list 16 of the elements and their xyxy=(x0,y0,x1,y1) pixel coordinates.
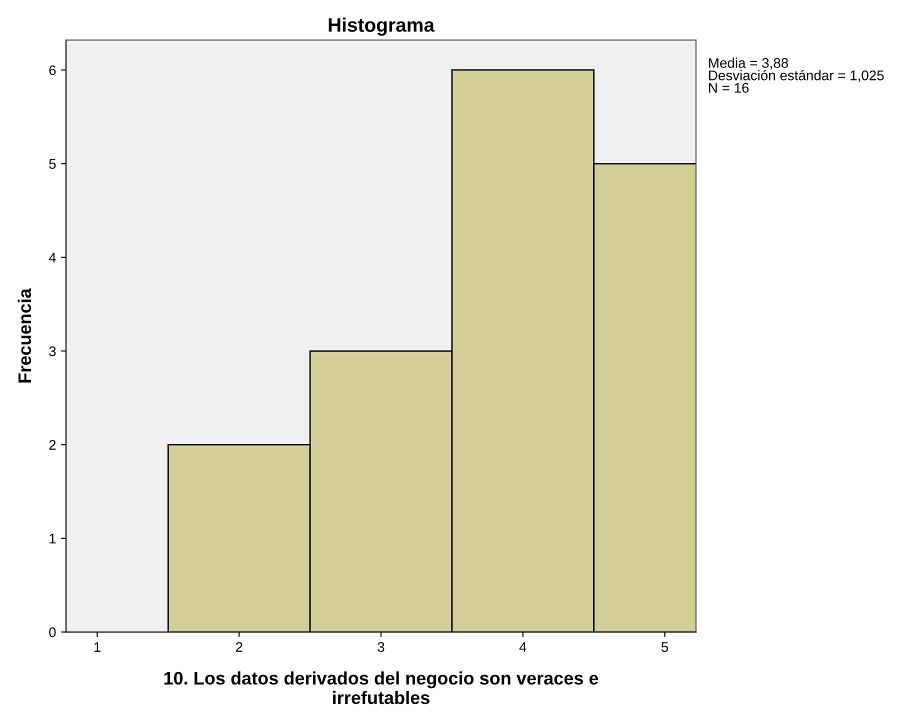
x-tick-label: 5 xyxy=(661,642,668,652)
x-tick-label: 3 xyxy=(378,642,384,652)
y-tick-label: 4 xyxy=(48,252,56,262)
y-tick-label: 3 xyxy=(49,346,56,356)
y-tick-label: 0 xyxy=(49,627,56,638)
x-axis-title: 10. Los datos derivados del negocio son veraces e irrefutables xyxy=(164,671,598,704)
text: Media = 3,88 Desviación estándar = 1,025 N = 16 xyxy=(709,58,884,93)
y-tick-label: 1 xyxy=(50,534,56,544)
y-tick-label: 5 xyxy=(49,159,56,169)
x-tick-label: 2 xyxy=(236,642,242,652)
x-tick-label: 4 xyxy=(519,642,526,652)
y-axis-title: Frecuencia xyxy=(18,288,32,382)
y-tick-label: 2 xyxy=(49,440,56,450)
y-tick-label: 6 xyxy=(49,65,56,76)
chart-title: Histograma xyxy=(328,18,435,36)
x-tick-label: 1 xyxy=(94,642,100,652)
